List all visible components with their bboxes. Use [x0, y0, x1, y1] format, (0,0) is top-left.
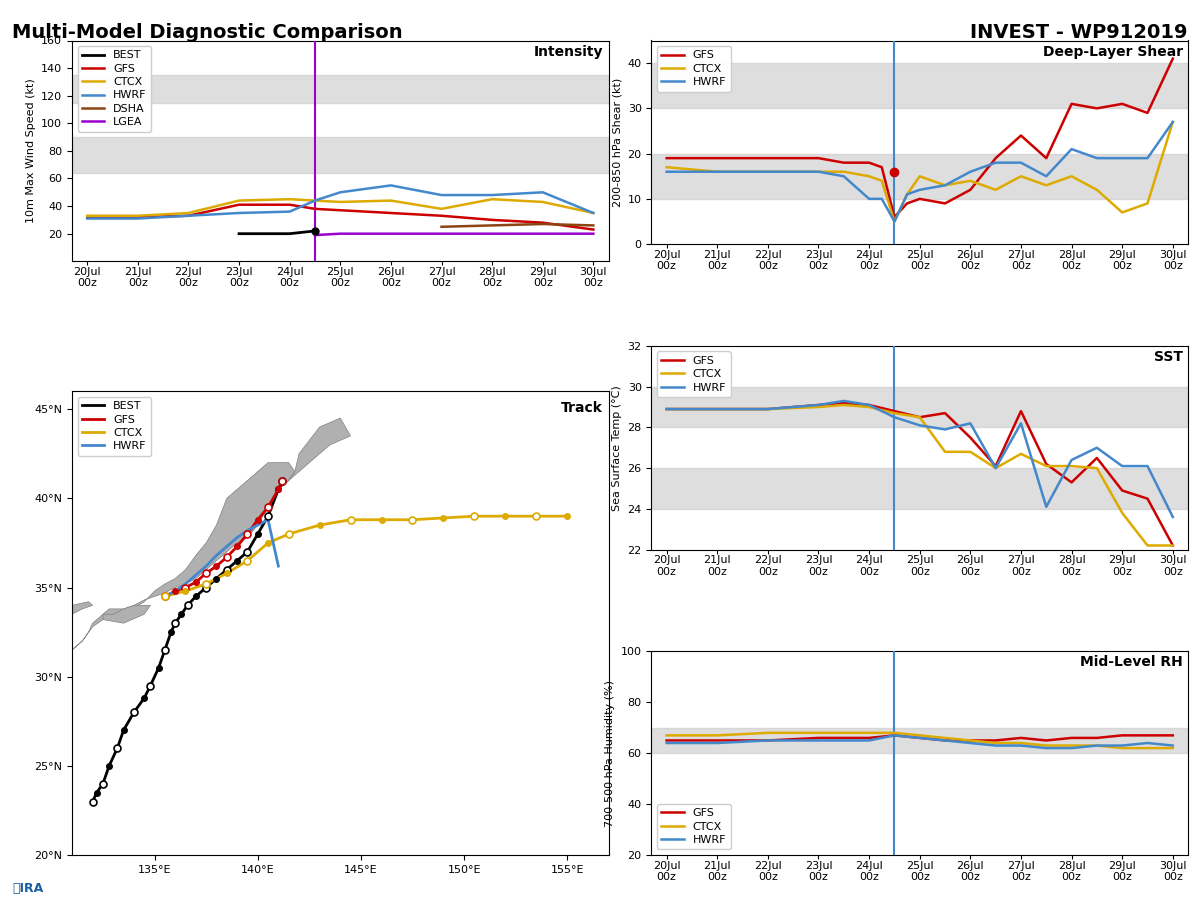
Polygon shape	[31, 602, 92, 641]
Text: Mid-Level RH: Mid-Level RH	[1080, 655, 1183, 670]
Bar	[652, 468, 1188, 508]
Y-axis label: 200-850 hPa Shear (kt): 200-850 hPa Shear (kt)	[612, 77, 622, 207]
Text: Deep-Layer Shear: Deep-Layer Shear	[1043, 45, 1183, 58]
Y-axis label: Sea Surface Temp (°C): Sea Surface Temp (°C)	[612, 385, 622, 510]
Bar	[652, 387, 1188, 428]
Bar	[652, 63, 1188, 108]
Legend: GFS, CTCX, HWRF: GFS, CTCX, HWRF	[658, 352, 731, 397]
Text: INVEST - WP912019: INVEST - WP912019	[971, 22, 1188, 41]
Legend: BEST, GFS, CTCX, HWRF: BEST, GFS, CTCX, HWRF	[78, 397, 151, 455]
Y-axis label: 700-500 hPa Humidity (%): 700-500 hPa Humidity (%)	[605, 680, 616, 827]
Bar	[652, 154, 1188, 199]
Text: ⓈIRA: ⓈIRA	[12, 883, 43, 896]
Polygon shape	[0, 525, 41, 606]
Legend: GFS, CTCX, HWRF: GFS, CTCX, HWRF	[658, 804, 731, 850]
Text: Intensity: Intensity	[534, 45, 604, 58]
Bar	[72, 137, 608, 173]
Text: SST: SST	[1153, 350, 1183, 364]
Text: Track: Track	[562, 400, 604, 415]
Text: Multi-Model Diagnostic Comparison: Multi-Model Diagnostic Comparison	[12, 22, 403, 41]
Polygon shape	[278, 418, 350, 490]
Legend: GFS, CTCX, HWRF: GFS, CTCX, HWRF	[658, 46, 731, 92]
Polygon shape	[103, 606, 150, 623]
Bar	[72, 75, 608, 103]
Polygon shape	[61, 463, 295, 655]
Bar	[652, 728, 1188, 753]
Legend: BEST, GFS, CTCX, HWRF, DSHA, LGEA: BEST, GFS, CTCX, HWRF, DSHA, LGEA	[78, 46, 151, 131]
Y-axis label: 10m Max Wind Speed (kt): 10m Max Wind Speed (kt)	[25, 78, 36, 223]
